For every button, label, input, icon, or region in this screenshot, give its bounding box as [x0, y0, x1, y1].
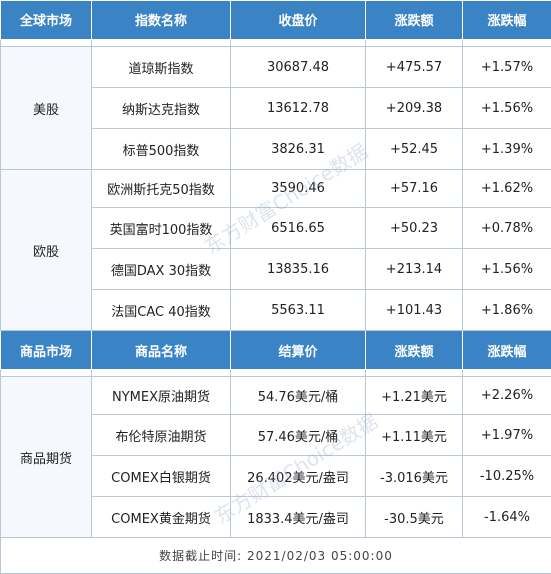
settle-price: 54.76美元/桶: [230, 376, 366, 416]
header-settle-price: 结算价: [230, 330, 366, 370]
change-pct: +1.62%: [462, 169, 551, 209]
header-commodity-name: 商品名称: [91, 330, 231, 370]
settle-price: 57.46美元/桶: [230, 414, 366, 457]
settle-price: 1833.4美元/盎司: [230, 496, 366, 539]
change: +50.23: [365, 207, 463, 250]
close-price: 3590.46: [230, 169, 366, 209]
header-commodity-market: 商品市场: [0, 330, 92, 370]
change-pct: +1.39%: [462, 128, 551, 171]
data-cutoff-time: 数据截止时间: 2021/02/03 05:00:00: [0, 537, 551, 574]
settle-price: 26.402美元/盎司: [230, 455, 366, 498]
table-row: 德国DAX 30指数 13835.16 +213.14 +1.56%: [1, 248, 551, 291]
close-price: 13835.16: [230, 248, 366, 291]
table-row: 商品期货 NYMEX原油期货 54.76美元/桶 +1.21美元 +2.26%: [0, 376, 551, 539]
header-index-name: 指数名称: [91, 0, 231, 40]
change: +57.16: [365, 169, 463, 209]
change: +52.45: [365, 128, 463, 171]
header-market: 全球市场: [0, 0, 92, 40]
close-price: 6516.65: [230, 207, 366, 250]
change: -30.5美元: [365, 496, 463, 539]
market-label-eu: 欧股: [0, 169, 92, 332]
change: +1.21美元: [365, 376, 463, 416]
change: +213.14: [365, 248, 463, 291]
close-price: 13612.78: [230, 87, 366, 130]
change-pct: +1.86%: [462, 289, 551, 332]
change-pct: +1.97%: [462, 414, 551, 457]
change: +209.38: [365, 87, 463, 130]
commodity-name: COMEX黄金期货: [91, 496, 231, 539]
change-pct: -1.64%: [462, 496, 551, 539]
table-row: COMEX黄金期货 1833.4美元/盎司 -30.5美元 -1.64%: [1, 496, 551, 539]
commodity-name: NYMEX原油期货: [91, 376, 231, 416]
footer-row: 数据截止时间: 2021/02/03 05:00:00: [0, 537, 551, 574]
market-label-us: 美股: [0, 46, 92, 171]
index-name: 英国富时100指数: [91, 207, 231, 250]
table-row: 英国富时100指数 6516.65 +50.23 +0.78%: [1, 207, 551, 250]
change: +475.57: [365, 46, 463, 89]
table-row: 标普500指数 3826.31 +52.45 +1.39%: [1, 128, 551, 171]
close-price: 3826.31: [230, 128, 366, 171]
table-row: 纳斯达克指数 13612.78 +209.38 +1.56%: [1, 87, 551, 130]
market-label-commodity: 商品期货: [0, 376, 92, 539]
header-change: 涨跌额: [365, 0, 463, 40]
close-price: 30687.48: [230, 46, 366, 89]
header-change-pct: 涨跌幅: [462, 330, 551, 370]
index-name: 法国CAC 40指数: [91, 289, 231, 332]
header-change: 涨跌额: [365, 330, 463, 370]
close-price: 5563.11: [230, 289, 366, 332]
change: +1.11美元: [365, 414, 463, 457]
header-change-pct: 涨跌幅: [462, 0, 551, 40]
header-close-price: 收盘价: [230, 0, 366, 40]
commodity-name: 布伦特原油期货: [91, 414, 231, 457]
change-pct: -10.25%: [462, 455, 551, 498]
change-pct: +1.56%: [462, 87, 551, 130]
change-pct: +0.78%: [462, 207, 551, 250]
table-row: 欧股 欧洲斯托克50指数 3590.46 +57.16 +1.62%: [0, 169, 551, 332]
change-pct: +1.56%: [462, 248, 551, 291]
index-name: 欧洲斯托克50指数: [91, 169, 231, 209]
header-row-commodity: 商品市场 商品名称 结算价 涨跌额 涨跌幅: [0, 330, 551, 370]
change: +101.43: [365, 289, 463, 332]
table-row: 布伦特原油期货 57.46美元/桶 +1.11美元 +1.97%: [1, 414, 551, 457]
commodity-name: COMEX白银期货: [91, 455, 231, 498]
change-pct: +2.26%: [462, 376, 551, 416]
index-name: 道琼斯指数: [91, 46, 231, 89]
index-name: 德国DAX 30指数: [91, 248, 231, 291]
table-row: 法国CAC 40指数 5563.11 +101.43 +1.86%: [1, 289, 551, 332]
index-name: 标普500指数: [91, 128, 231, 171]
header-row-index: 全球市场 指数名称 收盘价 涨跌额 涨跌幅: [0, 0, 551, 40]
table-row: 美股 道琼斯指数 30687.48 +475.57 +1.57%: [0, 46, 551, 171]
index-name: 纳斯达克指数: [91, 87, 231, 130]
change: -3.016美元: [365, 455, 463, 498]
change-pct: +1.57%: [462, 46, 551, 89]
table-row: COMEX白银期货 26.402美元/盎司 -3.016美元 -10.25%: [1, 455, 551, 498]
